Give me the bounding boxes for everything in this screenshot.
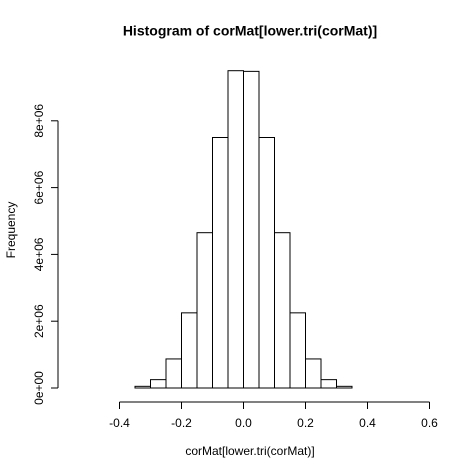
bar (336, 385, 353, 389)
y-tick-label: 4e+06 (32, 237, 46, 271)
bar (305, 358, 322, 389)
bar (243, 70, 260, 389)
bar (227, 70, 244, 389)
x-tick-label: 0.6 (421, 416, 438, 430)
bar (181, 312, 198, 389)
bar (196, 232, 213, 389)
bar (289, 312, 306, 389)
bar (258, 137, 275, 389)
bar (134, 385, 151, 389)
bar (150, 379, 167, 389)
bar (165, 358, 182, 389)
y-tick-label: 0e+00 (32, 371, 46, 405)
bar (212, 137, 229, 389)
x-axis-label: corMat[lower.tri(corMat)] (185, 444, 314, 458)
x-tick-label: -0.2 (171, 416, 192, 430)
y-axis-label: Frequency (4, 202, 18, 259)
x-tick-label: 0.4 (359, 416, 376, 430)
x-tick-label: 0.0 (235, 416, 252, 430)
y-tick-label: 6e+06 (32, 170, 46, 204)
x-tick-label: 0.2 (297, 416, 314, 430)
bar (320, 379, 337, 389)
chart-title: Histogram of corMat[lower.tri(corMat)] (123, 23, 377, 39)
x-tick-label: -0.4 (109, 416, 130, 430)
y-tick-label: 2e+06 (32, 304, 46, 338)
bar (274, 232, 291, 389)
y-tick-label: 8e+06 (32, 104, 46, 138)
